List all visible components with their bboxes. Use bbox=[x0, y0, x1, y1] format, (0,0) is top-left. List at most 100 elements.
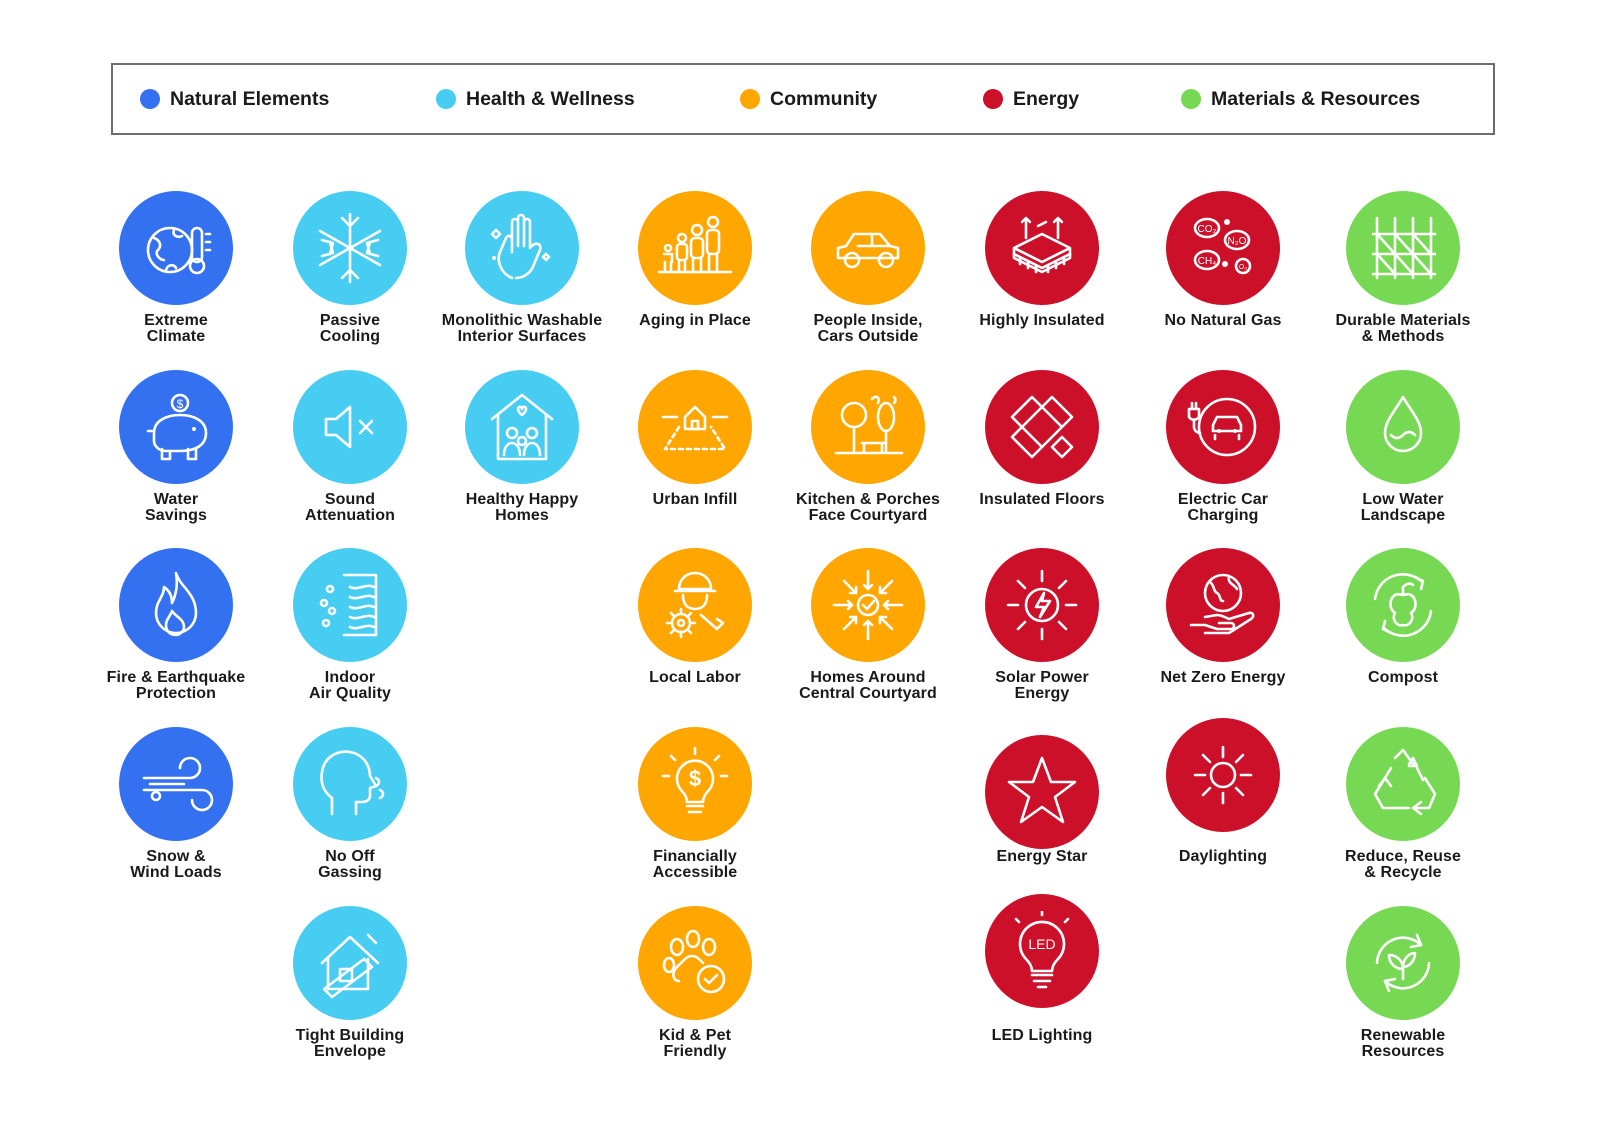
feature-label: Solar Power Energy bbox=[995, 669, 1089, 702]
feature-label: Homes Around Central Courtyard bbox=[799, 669, 937, 702]
health-wellness-dot-icon bbox=[436, 89, 456, 109]
feature-tile: Passive Cooling bbox=[250, 191, 450, 345]
feature-icon-badge bbox=[293, 906, 407, 1020]
worker-gear-icon bbox=[665, 571, 725, 639]
feature-tile: Daylighting bbox=[1123, 718, 1323, 865]
globe-hand-icon bbox=[1189, 573, 1255, 635]
feature-tile: Healthy Happy Homes bbox=[422, 370, 622, 524]
feature-label: Fire & Earthquake Protection bbox=[106, 669, 246, 702]
feature-label: Sound Attenuation bbox=[305, 491, 395, 524]
feature-icon-badge bbox=[465, 191, 579, 305]
house-lot-icon bbox=[661, 405, 729, 451]
feature-label: No Off Gassing bbox=[318, 848, 382, 881]
feature-tile: No Off Gassing bbox=[250, 727, 450, 881]
feature-tile: Durable Materials & Methods bbox=[1303, 191, 1503, 345]
feature-icon-badge bbox=[119, 727, 233, 841]
feature-label: No Natural Gas bbox=[1164, 312, 1282, 329]
herringbone-floor-icon bbox=[1010, 395, 1074, 459]
legend-energy: Energy bbox=[983, 65, 1079, 133]
svg-text:$: $ bbox=[177, 397, 184, 411]
feature-label: Water Savings bbox=[144, 491, 208, 524]
feature-icon-badge bbox=[1346, 906, 1460, 1020]
feature-label: Daylighting bbox=[1178, 848, 1268, 865]
converging-arrows-icon bbox=[832, 569, 904, 641]
feature-icon-badge: $ bbox=[119, 370, 233, 484]
feature-tile: $ Financially Accessible bbox=[595, 727, 795, 881]
feature-tile: $ Water Savings bbox=[76, 370, 276, 524]
paw-check-icon bbox=[662, 929, 726, 994]
feature-tile: Fire & Earthquake Protection bbox=[76, 548, 276, 702]
feature-tile: Tight Building Envelope bbox=[250, 906, 450, 1060]
feature-tile: LED LED Lighting bbox=[942, 894, 1142, 1044]
feature-label: Reduce, Reuse & Recycle bbox=[1344, 848, 1461, 881]
feature-tile: Monolithic Washable Interior Surfaces bbox=[422, 191, 622, 345]
feature-label: LED Lighting bbox=[991, 1027, 1093, 1044]
legend-label: Energy bbox=[1013, 87, 1080, 110]
natural-elements-dot-icon bbox=[140, 89, 160, 109]
feature-label: Compost bbox=[1367, 669, 1439, 686]
feature-label: Extreme Climate bbox=[144, 312, 208, 345]
feature-label: Tight Building Envelope bbox=[295, 1027, 405, 1060]
feature-icon-badge bbox=[1346, 191, 1460, 305]
feature-tile: Snow & Wind Loads bbox=[76, 727, 276, 881]
svg-text:N₂O: N₂O bbox=[1228, 236, 1247, 247]
feature-tile: Energy Star bbox=[942, 735, 1142, 865]
feature-icon-badge bbox=[293, 370, 407, 484]
feature-icon-badge: LED bbox=[985, 894, 1099, 1008]
feature-tile: Insulated Floors bbox=[942, 370, 1142, 508]
feature-tile: Compost bbox=[1303, 548, 1503, 686]
feature-tile: Urban Infill bbox=[595, 370, 795, 508]
legend-natural-elements: Natural Elements bbox=[140, 65, 329, 133]
feature-icon-badge bbox=[811, 370, 925, 484]
legend-health-wellness: Health & Wellness bbox=[436, 65, 635, 133]
water-drop-icon bbox=[1383, 395, 1423, 453]
feature-label: Net Zero Energy bbox=[1160, 669, 1286, 686]
feature-icon-badge bbox=[293, 191, 407, 305]
feature-tile: Indoor Air Quality bbox=[250, 548, 450, 702]
feature-tile: Local Labor bbox=[595, 548, 795, 686]
feature-label: Renewable Resources bbox=[1360, 1027, 1446, 1060]
materials-resources-dot-icon bbox=[1181, 89, 1201, 109]
feature-icon-badge bbox=[119, 548, 233, 662]
svg-text:CO₂: CO₂ bbox=[1198, 224, 1217, 235]
feature-tile: Homes Around Central Courtyard bbox=[768, 548, 968, 702]
feature-icon-badge bbox=[1346, 370, 1460, 484]
solar-bolt-icon bbox=[1006, 569, 1078, 641]
feature-label: Low Water Landscape bbox=[1360, 491, 1446, 524]
head-breath-icon bbox=[320, 750, 385, 816]
legend-label: Natural Elements bbox=[170, 87, 330, 110]
speaker-mute-icon bbox=[324, 405, 374, 449]
feature-icon-badge bbox=[638, 906, 752, 1020]
ev-charging-icon bbox=[1187, 397, 1257, 457]
leaf-cycle-icon bbox=[1375, 933, 1431, 993]
feature-tile: CO₂ N₂O CH₄ O₃ No Natural Gas bbox=[1123, 191, 1323, 329]
car-icon bbox=[836, 232, 900, 269]
feature-label: Financially Accessible bbox=[652, 848, 738, 881]
feature-icon-badge bbox=[293, 548, 407, 662]
feature-label: Kitchen & Porches Face Courtyard bbox=[796, 491, 940, 524]
feature-icon-badge bbox=[1166, 548, 1280, 662]
insulation-layers-icon bbox=[1012, 216, 1072, 274]
feature-icon-badge bbox=[1166, 718, 1280, 832]
feature-icon-badge: CO₂ N₂O CH₄ O₃ bbox=[1166, 191, 1280, 305]
family-house-icon bbox=[490, 393, 554, 461]
dollar-bulb-icon: $ bbox=[661, 746, 729, 814]
feature-tile: Aging in Place bbox=[595, 191, 795, 329]
feature-label: Healthy Happy Homes bbox=[465, 491, 579, 524]
feature-tile: Extreme Climate bbox=[76, 191, 276, 345]
feature-tile: Solar Power Energy bbox=[942, 548, 1142, 702]
globe-thermometer-icon bbox=[146, 226, 212, 275]
feature-icon-badge bbox=[293, 727, 407, 841]
feature-icon-badge bbox=[638, 191, 752, 305]
feature-tile: People Inside, Cars Outside bbox=[768, 191, 968, 345]
led-bulb-icon: LED bbox=[1014, 911, 1070, 989]
hand-wipe-icon bbox=[490, 213, 551, 280]
recycle-icon bbox=[1373, 748, 1437, 816]
feature-tile: Net Zero Energy bbox=[1123, 548, 1323, 686]
park-trees-icon bbox=[834, 395, 904, 455]
feature-icon-badge bbox=[1346, 548, 1460, 662]
feature-label: Local Labor bbox=[649, 669, 741, 686]
category-legend: Natural Elements Health & Wellness Commu… bbox=[111, 63, 1495, 135]
feature-tile: Renewable Resources bbox=[1303, 906, 1503, 1060]
feature-icon-badge bbox=[1166, 370, 1280, 484]
